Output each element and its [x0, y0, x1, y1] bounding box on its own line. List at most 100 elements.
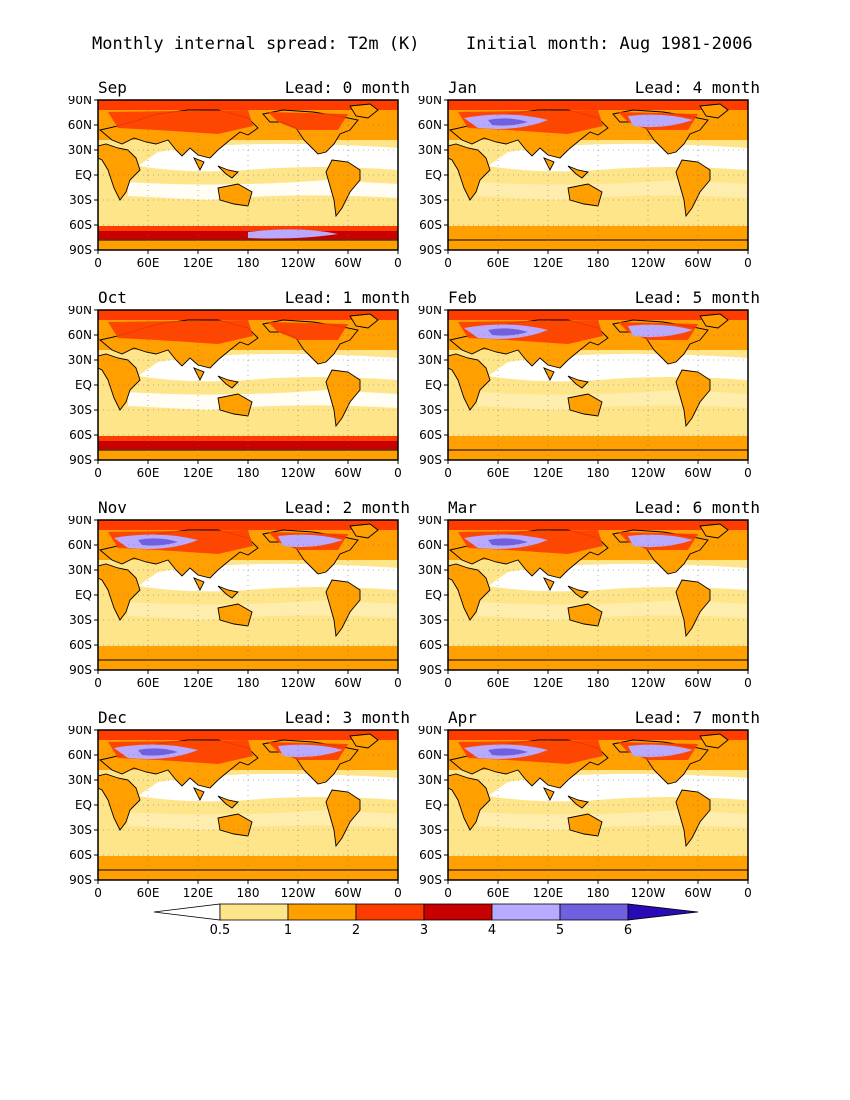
lat-tick-label: 30S: [69, 403, 92, 417]
colorbar-label: 2: [352, 923, 360, 938]
lon-tick-label: 0: [444, 466, 452, 480]
lat-tick-label: 60N: [418, 538, 442, 552]
lon-tick-label: 0: [94, 676, 102, 690]
lon-tick-label: 60E: [487, 886, 510, 900]
lon-tick-label: 0: [744, 676, 752, 690]
lat-tick-label: 90N: [68, 306, 92, 317]
lon-tick-label: 120E: [183, 256, 214, 270]
lon-tick-label: 60E: [137, 466, 160, 480]
lat-tick-label: 90S: [69, 243, 92, 257]
lat-tick-label: 60N: [68, 538, 92, 552]
map-panel-apr: Apr Lead: 7 month 90N 60N 30N EQ 30S 60S 90S 0 60E…: [416, 708, 796, 908]
lon-tick-label: 60E: [137, 676, 160, 690]
lon-tick-label: 0: [444, 886, 452, 900]
lon-tick-label: 120E: [533, 466, 564, 480]
lon-tick-label: 60W: [334, 676, 361, 690]
lon-tick-label: 120W: [631, 886, 666, 900]
lon-tick-label: 60W: [334, 886, 361, 900]
lon-tick-label: 0: [744, 886, 752, 900]
lat-tick-label: 60N: [418, 118, 442, 132]
lon-tick-label: 180: [587, 466, 610, 480]
lat-tick-label: EQ: [75, 588, 92, 602]
panel-lead-label: Lead: 0 month: [284, 78, 410, 97]
lon-tick-label: 60E: [487, 256, 510, 270]
lat-tick-label: 30S: [69, 823, 92, 837]
lon-tick-label: 120W: [631, 676, 666, 690]
lon-tick-label: 180: [587, 886, 610, 900]
lat-tick-label: 30S: [419, 403, 442, 417]
panel-lead-label: Lead: 7 month: [634, 708, 760, 727]
lat-tick-label: EQ: [75, 798, 92, 812]
lon-tick-label: 0: [394, 256, 402, 270]
lon-tick-label: 0: [94, 256, 102, 270]
lat-tick-label: 60N: [68, 118, 92, 132]
lon-tick-label: 120W: [281, 676, 316, 690]
panel-lead-label: Lead: 4 month: [634, 78, 760, 97]
lat-tick-label: 90N: [68, 726, 92, 737]
lon-tick-label: 180: [587, 676, 610, 690]
lat-tick-label: 30S: [419, 613, 442, 627]
lon-tick-label: 180: [237, 256, 260, 270]
map-panel-mar: Mar Lead: 6 month 90N 60N 30N EQ 30S 60S 90S 0 60E…: [416, 498, 796, 698]
lon-tick-label: 120E: [183, 466, 214, 480]
lat-tick-label: 90N: [68, 516, 92, 527]
lon-tick-label: 120W: [631, 466, 666, 480]
lat-tick-label: 30N: [418, 353, 442, 367]
lat-tick-label: EQ: [75, 168, 92, 182]
lon-tick-label: 60E: [487, 676, 510, 690]
initial-month-label: Initial month: Aug 1981-2006: [466, 34, 753, 54]
panel-month-label: Mar: [448, 498, 477, 517]
lon-tick-label: 120E: [533, 256, 564, 270]
map-panel-dec: Dec Lead: 3 month 90N 60N 30N EQ 30S 60S 90S 0 60E…: [66, 708, 446, 908]
lat-tick-label: EQ: [425, 378, 442, 392]
lon-tick-label: 120E: [183, 676, 214, 690]
lat-tick-label: 30S: [69, 613, 92, 627]
lat-tick-label: 60N: [68, 748, 92, 762]
colorbar-label: 4: [488, 923, 496, 938]
lon-tick-label: 0: [444, 256, 452, 270]
lon-tick-label: 120E: [533, 886, 564, 900]
panel-month-label: Feb: [448, 288, 477, 307]
panel-lead-label: Lead: 2 month: [284, 498, 410, 517]
lon-tick-label: 180: [237, 886, 260, 900]
lat-tick-label: 60N: [418, 748, 442, 762]
lat-tick-label: EQ: [75, 378, 92, 392]
lat-tick-label: 90S: [419, 243, 442, 257]
lat-tick-label: 30N: [418, 563, 442, 577]
map-panel-nov: Nov Lead: 2 month 90N 60N 30N EQ 30S 60S 90S 0 60E…: [66, 498, 446, 698]
figure-title: Monthly internal spread: T2m (K): [92, 34, 420, 54]
panel-lead-label: Lead: 3 month: [284, 708, 410, 727]
colorbar-label: 6: [624, 923, 632, 938]
lat-tick-label: 30N: [418, 143, 442, 157]
map-panel-sep: Sep Lead: 0 month 90N 60N 30N EQ 30S 60S 90S 0 60E…: [66, 78, 446, 278]
lat-tick-label: 90S: [69, 873, 92, 887]
lat-tick-label: 60S: [69, 218, 92, 232]
map-panel-jan: Jan Lead: 4 month 90N 60N 30N EQ 30S 60S 90S 0 60E…: [416, 78, 796, 278]
panel-lead-label: Lead: 1 month: [284, 288, 410, 307]
panel-month-label: Nov: [98, 498, 127, 517]
panel-month-label: Oct: [98, 288, 127, 307]
lon-tick-label: 180: [587, 256, 610, 270]
lat-tick-label: EQ: [425, 798, 442, 812]
lat-tick-label: 90N: [418, 96, 442, 107]
lat-tick-label: 90S: [419, 873, 442, 887]
colorbar-swatch: [219, 903, 289, 921]
lat-tick-label: 60S: [419, 638, 442, 652]
colorbar-swatch: [355, 903, 425, 921]
lat-tick-label: 60S: [419, 218, 442, 232]
lon-tick-label: 60W: [684, 886, 711, 900]
lon-tick-label: 60W: [684, 466, 711, 480]
lat-tick-label: 30N: [68, 143, 92, 157]
lat-tick-label: 90N: [68, 96, 92, 107]
lat-tick-label: 90S: [69, 453, 92, 467]
lon-tick-label: 120W: [281, 256, 316, 270]
panel-month-label: Dec: [98, 708, 127, 727]
colorbar-label: 5: [556, 923, 564, 938]
lat-tick-label: 30N: [68, 563, 92, 577]
lon-tick-label: 60E: [487, 466, 510, 480]
colorbar-low-arrow: [153, 903, 221, 921]
lat-tick-label: 60S: [69, 638, 92, 652]
panel-lead-label: Lead: 5 month: [634, 288, 760, 307]
